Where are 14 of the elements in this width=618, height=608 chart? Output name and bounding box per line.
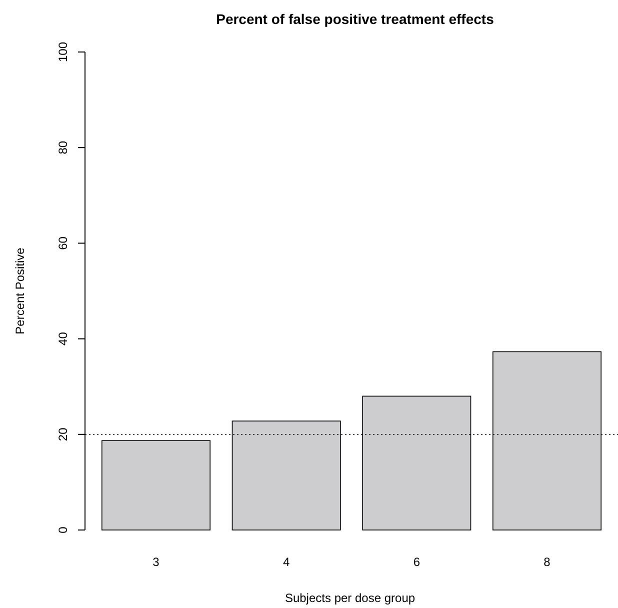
x-tick-label: 6 [413, 555, 420, 569]
y-tick-label: 20 [56, 427, 70, 442]
y-axis-title: Percent Positive [13, 247, 27, 334]
x-tick-label: 4 [282, 555, 290, 569]
bar [102, 440, 210, 530]
y-tick-label: 0 [56, 526, 70, 534]
x-axis-title: Subjects per dose group [284, 591, 416, 605]
y-tick-label: 80 [56, 140, 70, 154]
y-tick-label: 60 [56, 236, 70, 250]
x-tick-label: 3 [152, 555, 160, 569]
x-tick-label: 8 [544, 555, 551, 569]
y-tick-label: 100 [56, 42, 70, 62]
chart-title: Percent of false positive treatment effects [216, 11, 494, 27]
y-tick-label: 40 [56, 332, 70, 346]
